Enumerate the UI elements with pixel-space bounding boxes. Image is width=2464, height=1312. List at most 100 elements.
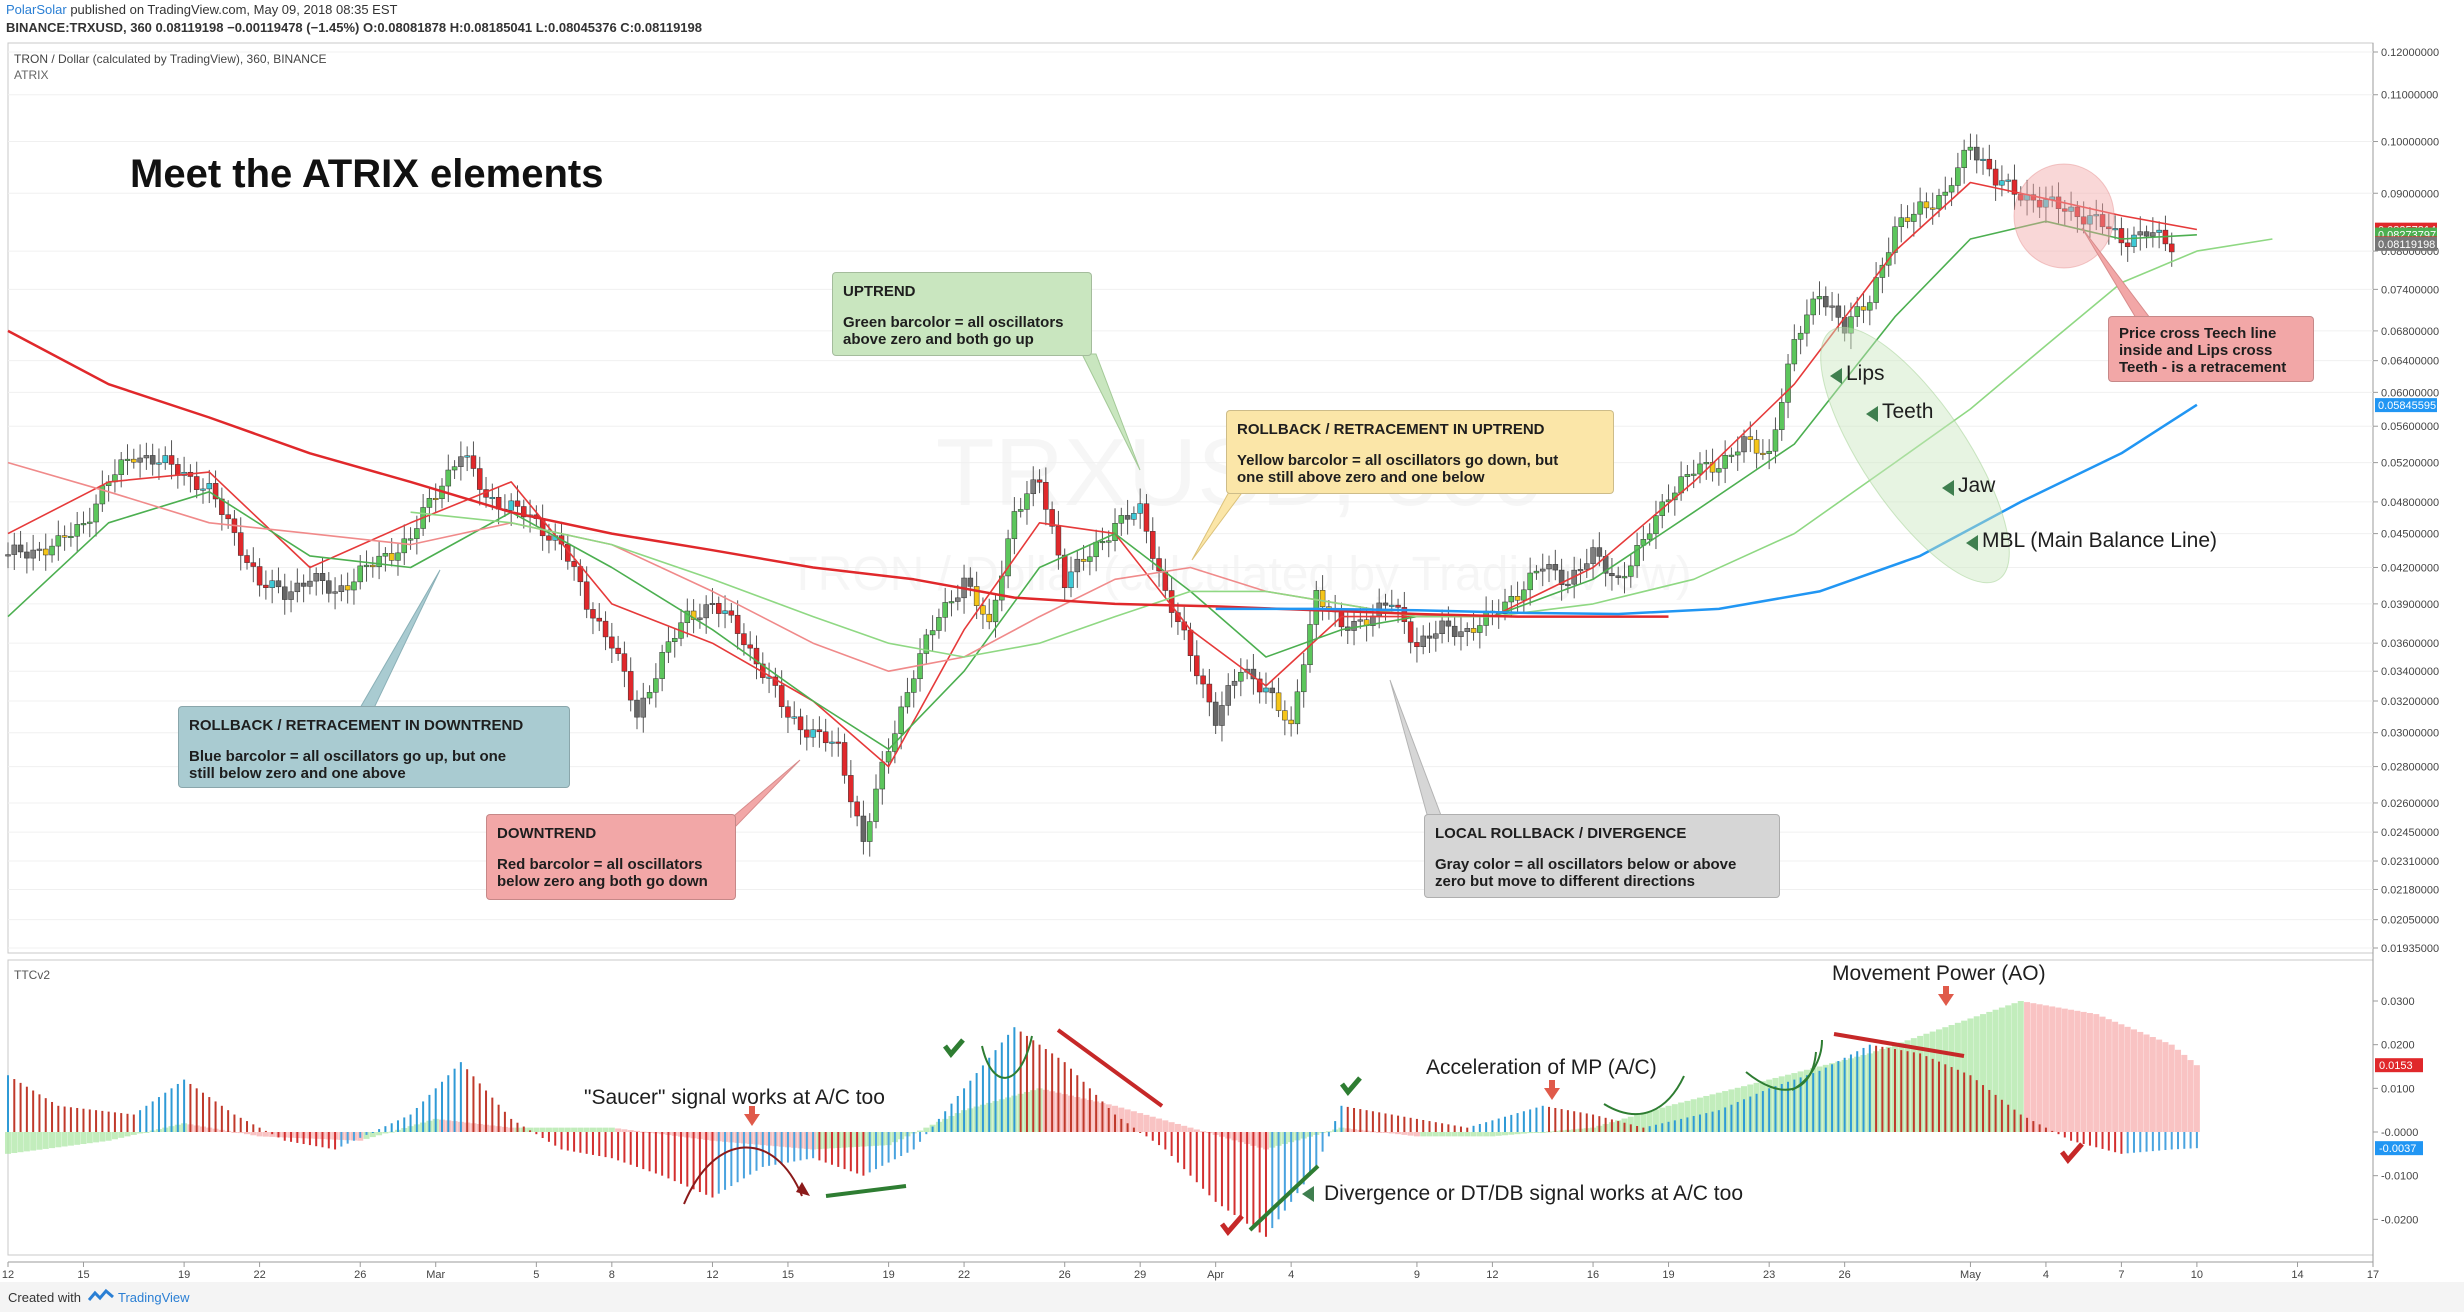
ac-bar <box>2063 1132 2066 1138</box>
ac-bar <box>1132 1127 1135 1132</box>
ao-bar <box>118 1132 125 1138</box>
candle-body <box>1470 628 1477 633</box>
ac-bar <box>2183 1132 2186 1149</box>
candle-body <box>866 821 873 842</box>
label-lips: Lips <box>1846 362 1885 385</box>
candle-body <box>2074 206 2081 218</box>
ac-bar <box>780 1132 783 1164</box>
ac-bar <box>1434 1122 1437 1132</box>
ac-bar <box>843 1132 846 1170</box>
candle-body <box>256 566 263 586</box>
ac-bar <box>252 1124 255 1132</box>
candle-body <box>879 761 886 790</box>
candle-body <box>1093 541 1099 558</box>
ac-bar <box>296 1132 299 1143</box>
candle-body <box>1741 436 1747 453</box>
candle-body <box>1439 620 1445 634</box>
ac-bar <box>327 1132 330 1149</box>
candle-body <box>797 716 804 731</box>
candle-body <box>671 638 678 642</box>
ac-bar <box>2132 1132 2135 1153</box>
candle-body <box>1238 672 1244 682</box>
candle-body <box>17 544 24 553</box>
ao-bar <box>602 1127 609 1132</box>
oscillator-name: TTCv2 <box>14 968 50 982</box>
ac-bar <box>1296 1132 1299 1194</box>
ac-bar <box>1447 1124 1450 1132</box>
candle-body <box>388 553 395 561</box>
ao-bar <box>627 1130 634 1132</box>
curve-arrow-4 <box>1791 1039 1823 1091</box>
ao-bar <box>11 1132 18 1154</box>
ac-bar <box>1233 1132 1236 1215</box>
footer-created-text: Created with <box>8 1290 81 1305</box>
osc-tick-label: 0.0300 <box>2381 996 2415 1008</box>
ac-bar <box>1170 1132 1173 1157</box>
candle-body <box>269 580 275 588</box>
ac-bar <box>283 1132 286 1141</box>
ao-bar <box>589 1127 596 1132</box>
ac-bar <box>1114 1114 1117 1132</box>
osc-value-text: 0.0153 <box>2379 1060 2413 1072</box>
ac-bar <box>51 1101 54 1132</box>
candle-body <box>237 532 244 556</box>
ac-bar <box>1529 1109 1532 1132</box>
ac-bar <box>403 1117 406 1132</box>
ac-bar <box>1837 1061 1840 1132</box>
ac-bar <box>1856 1051 1859 1132</box>
candle-body <box>967 577 974 587</box>
ac-bar <box>1057 1057 1060 1132</box>
ac-bar <box>2044 1127 2047 1132</box>
ac-bar <box>1780 1083 1783 1132</box>
ac-bar <box>1453 1125 1456 1132</box>
candle-body <box>1565 583 1571 586</box>
candle-body <box>68 535 74 538</box>
candle-body <box>1464 628 1471 632</box>
ao-bar <box>2105 1019 2112 1132</box>
ao-bar <box>1187 1127 1194 1132</box>
ao-bar <box>2137 1031 2144 1132</box>
ao-bar <box>1640 1113 1647 1132</box>
candle-body <box>810 729 816 738</box>
candle-body <box>1653 515 1659 535</box>
ac-bar <box>1749 1096 1752 1132</box>
candle-body <box>338 585 345 593</box>
ac-bar <box>1843 1057 1846 1132</box>
candle-body <box>1961 149 1967 168</box>
ac-bar <box>1812 1073 1815 1132</box>
ao-bar <box>1646 1111 1653 1132</box>
price-tick-label: 0.06400000 <box>2381 356 2439 368</box>
candle-body <box>1716 468 1722 473</box>
ac-bar <box>239 1117 242 1132</box>
ac-bar <box>1415 1118 1418 1132</box>
ac-bar <box>1893 1049 1896 1132</box>
price-tick-label: 0.06000000 <box>2381 387 2439 399</box>
ao-bar <box>1973 1016 1980 1132</box>
ao-bar <box>1149 1116 1156 1132</box>
time-tick-label: 14 <box>2291 1269 2303 1281</box>
candle-body <box>1936 195 1942 210</box>
ao-bar <box>1533 1132 1540 1133</box>
ao-bar <box>1634 1114 1641 1132</box>
ac-bar <box>724 1132 727 1190</box>
candle-body <box>1407 621 1414 643</box>
candle-body <box>955 597 961 602</box>
main-title: Meet the ATRIX elements <box>130 152 604 196</box>
ao-bar <box>539 1127 546 1132</box>
ac-bar <box>786 1132 789 1163</box>
ao-bar <box>1451 1132 1458 1137</box>
author-link[interactable]: PolarSolar <box>6 2 67 17</box>
candle-body <box>1892 226 1898 253</box>
callout-price-cross: Price cross Teech line inside and Lips c… <box>2108 316 2314 382</box>
candle-body <box>225 514 231 520</box>
ac-bar <box>290 1132 293 1142</box>
candle-body <box>5 554 11 557</box>
ao-bar <box>143 1132 150 1133</box>
candle-body <box>30 549 36 559</box>
ao-bar <box>1200 1131 1207 1133</box>
ac-bar <box>1340 1105 1343 1132</box>
candle-body <box>1118 515 1125 524</box>
ao-bar <box>1181 1125 1188 1132</box>
footer-brand-link[interactable]: TradingView <box>118 1290 190 1305</box>
ac-bar <box>893 1132 896 1160</box>
